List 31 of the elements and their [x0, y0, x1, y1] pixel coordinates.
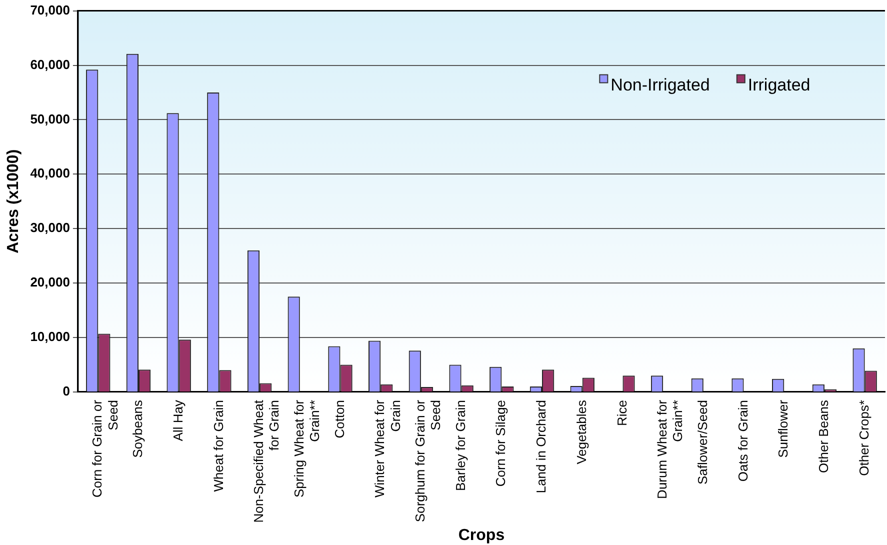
- x-tick-label: All Hay: [170, 399, 186, 442]
- y-tick-label: 30,000: [30, 220, 70, 236]
- y-axis-title: Acres (x1000): [5, 149, 22, 254]
- x-tick-label: Land in Orchard: [534, 400, 549, 494]
- x-tick-label: Corn for Silage: [493, 400, 508, 487]
- x-tick-label: Other Crops*: [856, 400, 872, 476]
- y-tick-label: 40,000: [30, 166, 70, 181]
- y-tick-label: 50,000: [30, 111, 70, 126]
- y-tick-label: 70,000: [30, 2, 70, 18]
- x-axis-title: Crops: [458, 526, 505, 544]
- y-tick-label: 60,000: [30, 56, 70, 72]
- legend-label: Non-Irrigated: [610, 75, 710, 94]
- x-tick-label: Corn for Grain or Seed: [90, 399, 120, 498]
- x-tick-label: Sorghum for Grain or Seed: [412, 399, 444, 522]
- x-tick-label: Non-Specified Wheat for Grain: [251, 400, 282, 523]
- x-tick-label: Barley for Grain: [452, 400, 468, 492]
- y-tick-label: 10,000: [30, 329, 70, 344]
- x-tick-label: Vegetables: [574, 399, 589, 464]
- x-tick-label: Durum Wheat for Grain**: [654, 399, 686, 499]
- x-tick-label: Cotton: [332, 400, 347, 438]
- y-tick-label: 20,000: [30, 274, 70, 290]
- x-tick-label: Saflower/Seed: [694, 400, 710, 485]
- legend-label: Irrigated: [748, 75, 810, 94]
- x-tick-label: Rice: [614, 400, 630, 426]
- x-tick-label: Winter Wheat for Grain: [372, 399, 403, 498]
- x-tick-label: Wheat for Grain: [210, 400, 226, 492]
- x-tick-label: Other Beans: [816, 399, 832, 473]
- x-tick-label: Soybeans: [130, 399, 146, 458]
- x-tick-label: Oats for Grain: [735, 400, 750, 482]
- x-tick-label: Sunflower: [776, 399, 791, 458]
- y-tick-label: 0: [62, 384, 70, 399]
